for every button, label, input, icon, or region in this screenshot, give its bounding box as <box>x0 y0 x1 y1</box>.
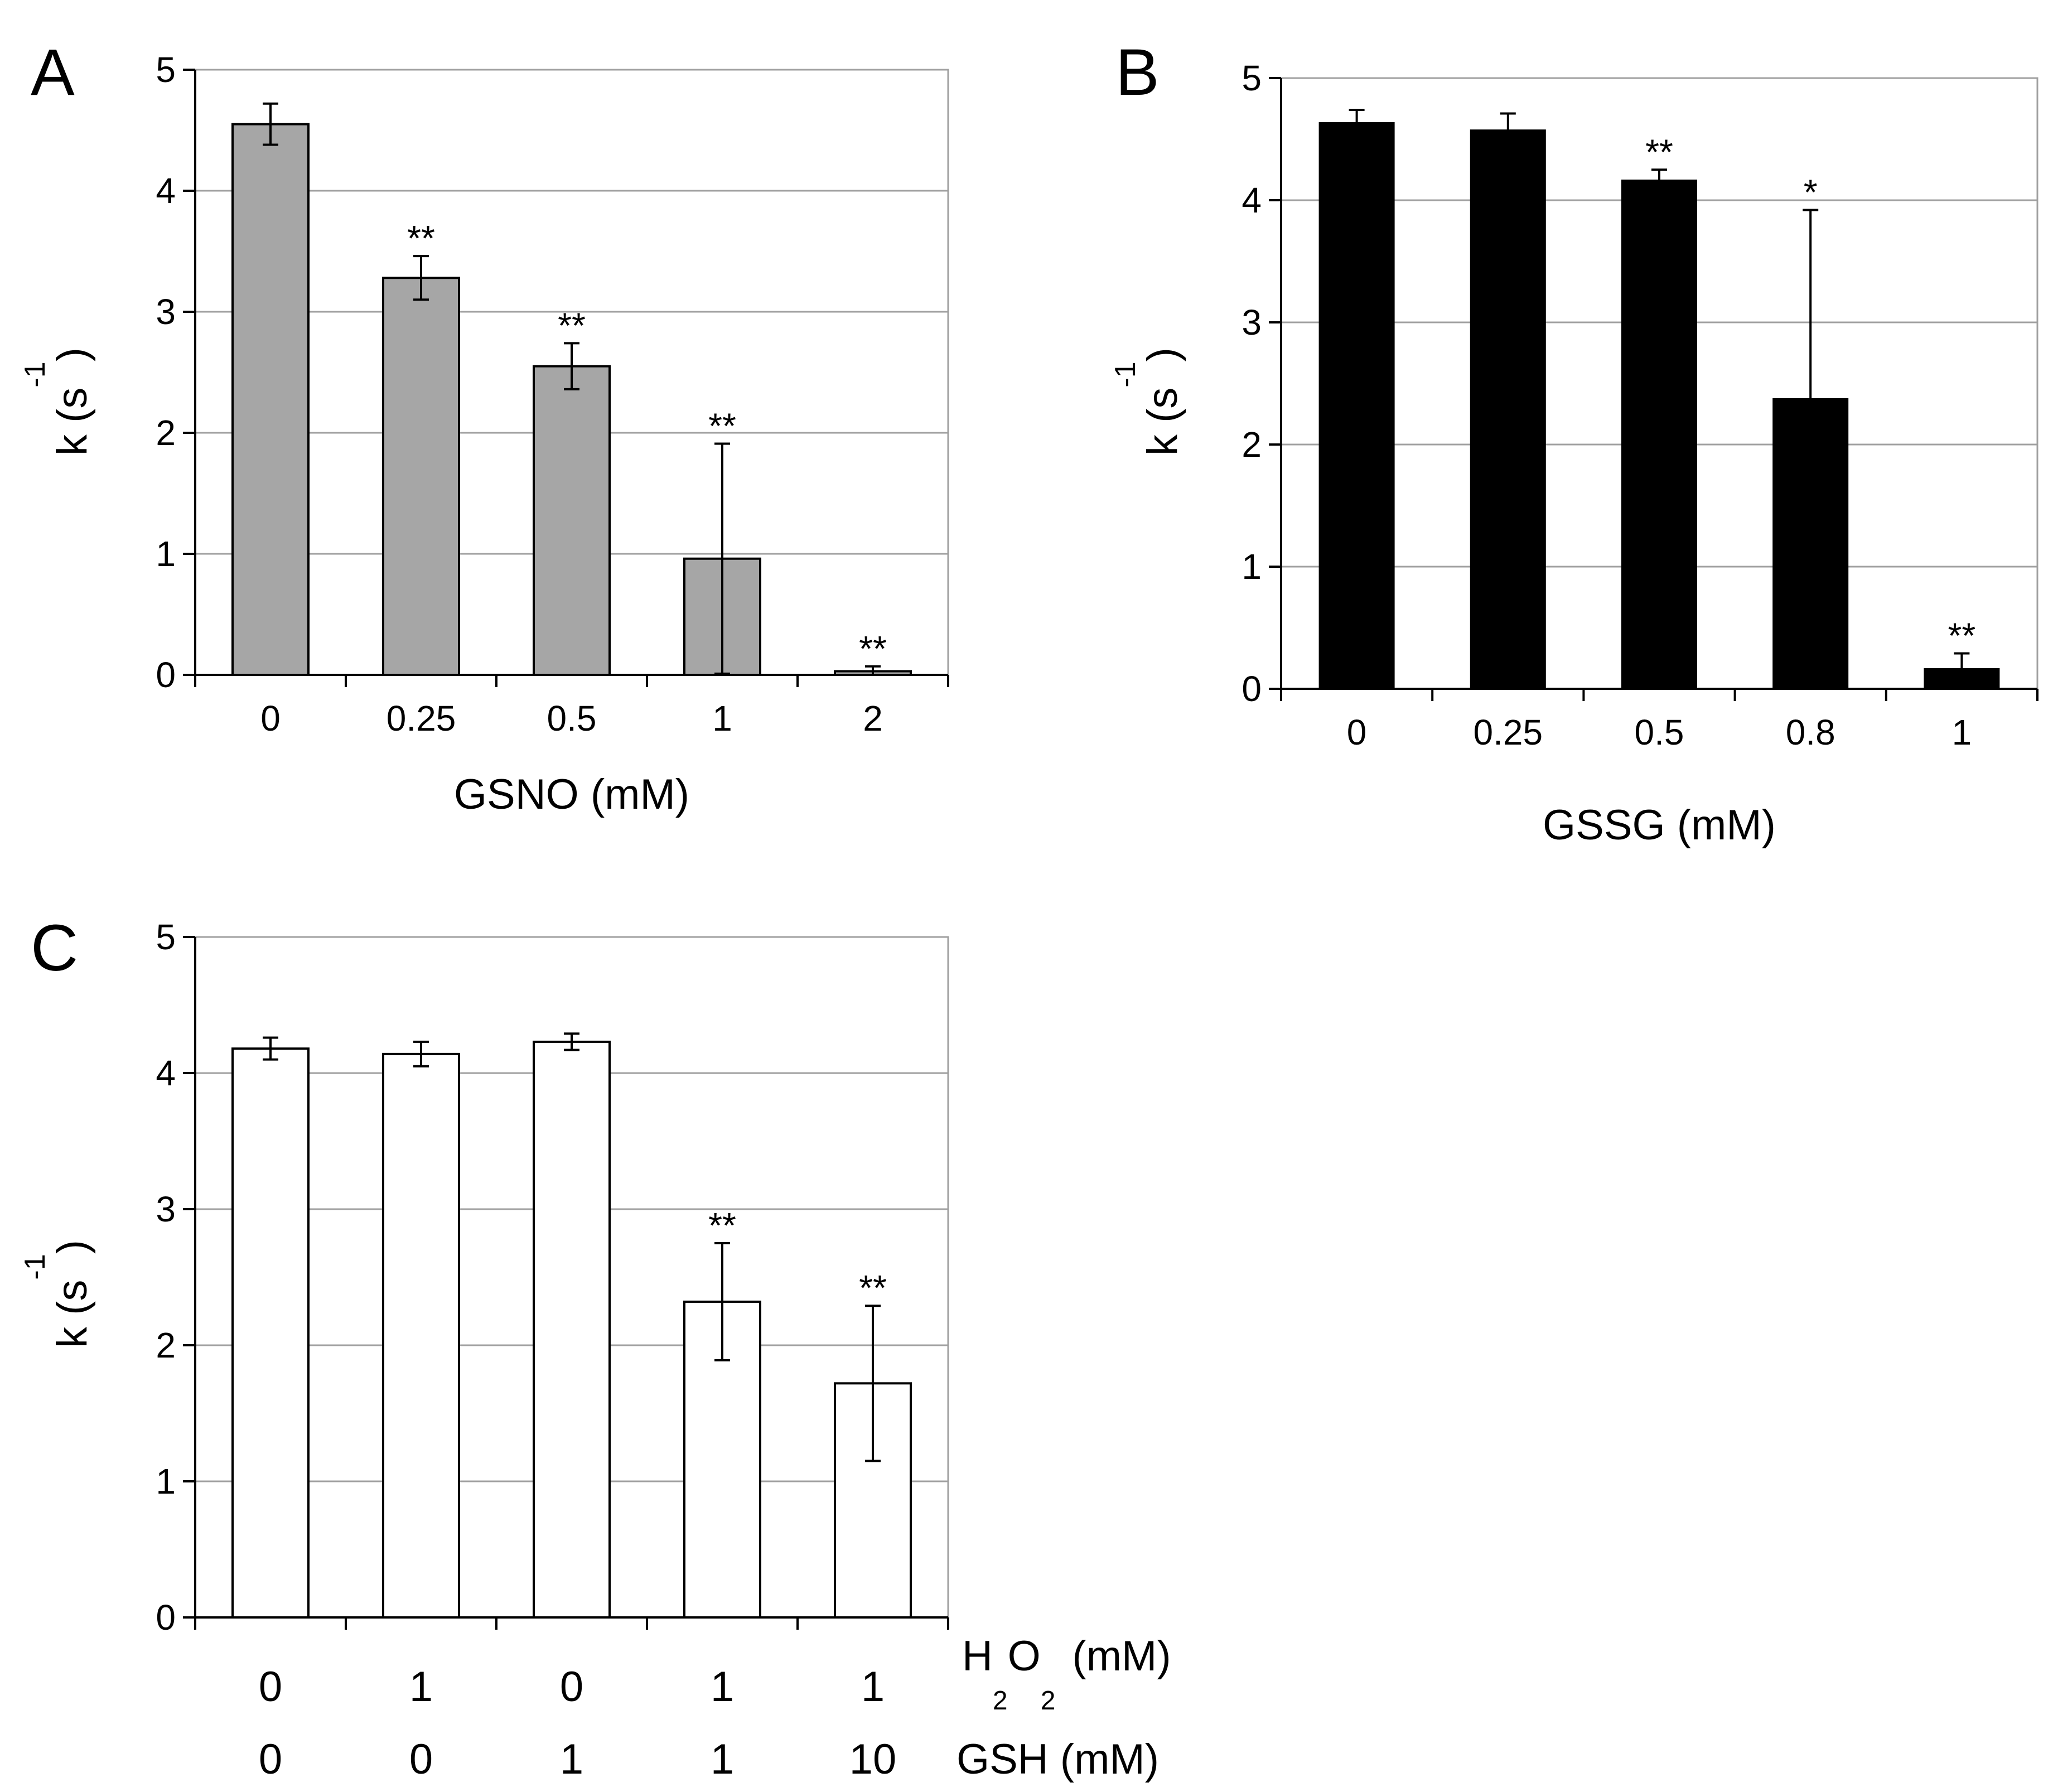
significance-label: ** <box>407 218 435 258</box>
bar <box>231 1047 310 1619</box>
x-tick-label: 0.25 <box>1474 712 1543 752</box>
significance-label: ** <box>558 305 586 345</box>
x-tick-label: 0 <box>560 1663 583 1711</box>
x-tick-label: 0.5 <box>1635 712 1684 752</box>
y-tick-label: 2 <box>156 413 176 453</box>
chart-panel-a: A 0 1 2 3 4 5 ** ** ** ** 0 0.25 0.5 1 2 GSNO (mM) k (s-1… <box>19 36 949 818</box>
x-tick-label: 0 <box>259 1663 282 1711</box>
bar <box>533 365 611 676</box>
x-tick-label: 0 <box>259 1736 282 1783</box>
y-axis-label: k (s-1) <box>1109 347 1186 456</box>
y-tick-label: 1 <box>156 534 176 574</box>
bar <box>1318 122 1395 690</box>
x-tick-label: 1 <box>711 1736 734 1783</box>
y-tick-label: 0 <box>156 1597 176 1638</box>
y-tick-label: 1 <box>156 1461 176 1501</box>
y-axis-label: k (s-1) <box>19 347 96 456</box>
bar <box>1470 129 1546 690</box>
x-tick-label: 1 <box>409 1663 433 1711</box>
y-tick-label: 0 <box>1242 669 1262 709</box>
y-tick-label: 0 <box>156 655 176 695</box>
significance-label: ** <box>1948 615 1975 655</box>
y-tick-label: 4 <box>156 171 176 211</box>
y-tick-label: 3 <box>1242 302 1262 342</box>
y-tick-label: 3 <box>156 1189 176 1229</box>
x-tick-label: 1 <box>711 1663 734 1711</box>
panel-label: A <box>31 36 75 109</box>
y-tick-label: 4 <box>156 1053 176 1093</box>
x-tick-label: 1 <box>712 698 732 738</box>
x-tick-label: 0 <box>409 1736 433 1783</box>
significance-label: ** <box>859 1268 887 1308</box>
significance-label: * <box>1804 172 1818 212</box>
x-tick-label: 0.25 <box>387 698 456 738</box>
y-axis-label: k (s-1) <box>19 1240 96 1348</box>
bar <box>533 1040 611 1619</box>
x-tick-label: 0 <box>260 698 281 738</box>
panel-label: C <box>31 911 78 985</box>
x-tick-label: 1 <box>861 1663 885 1711</box>
significance-label: ** <box>859 629 887 669</box>
y-tick-label: 5 <box>156 917 176 957</box>
y-tick-label: 5 <box>156 50 176 90</box>
significance-label: ** <box>708 1205 736 1245</box>
bar <box>231 123 310 676</box>
y-tick-label: 2 <box>1242 424 1262 465</box>
y-tick-label: 5 <box>1242 58 1262 98</box>
x-axis-label: GSNO (mM) <box>454 771 689 818</box>
x-row-label-h2o2: H2O2(mM) <box>962 1632 1171 1716</box>
x-tick-label: 0 <box>1347 712 1367 752</box>
x-axis-label: GSSG (mM) <box>1543 801 1776 849</box>
x-tick-label: 1 <box>560 1736 583 1783</box>
x-tick-label: 2 <box>863 698 883 738</box>
x-row-label-gsh: GSH (mM) <box>957 1736 1159 1783</box>
bar <box>382 277 460 676</box>
significance-label: ** <box>708 406 736 446</box>
x-tick-label: 10 <box>849 1736 897 1783</box>
significance-label: ** <box>1645 132 1673 172</box>
x-tick-label: 0.5 <box>547 698 597 738</box>
bar <box>382 1052 460 1619</box>
y-tick-label: 3 <box>156 292 176 332</box>
bar <box>1621 179 1697 690</box>
x-tick-label: 0.8 <box>1786 712 1835 752</box>
y-tick-label: 2 <box>156 1325 176 1365</box>
panel-label: B <box>1115 36 1160 109</box>
x-tick-label: 1 <box>1952 712 1972 752</box>
y-tick-label: 1 <box>1242 547 1262 587</box>
y-tick-label: 4 <box>1242 180 1262 220</box>
